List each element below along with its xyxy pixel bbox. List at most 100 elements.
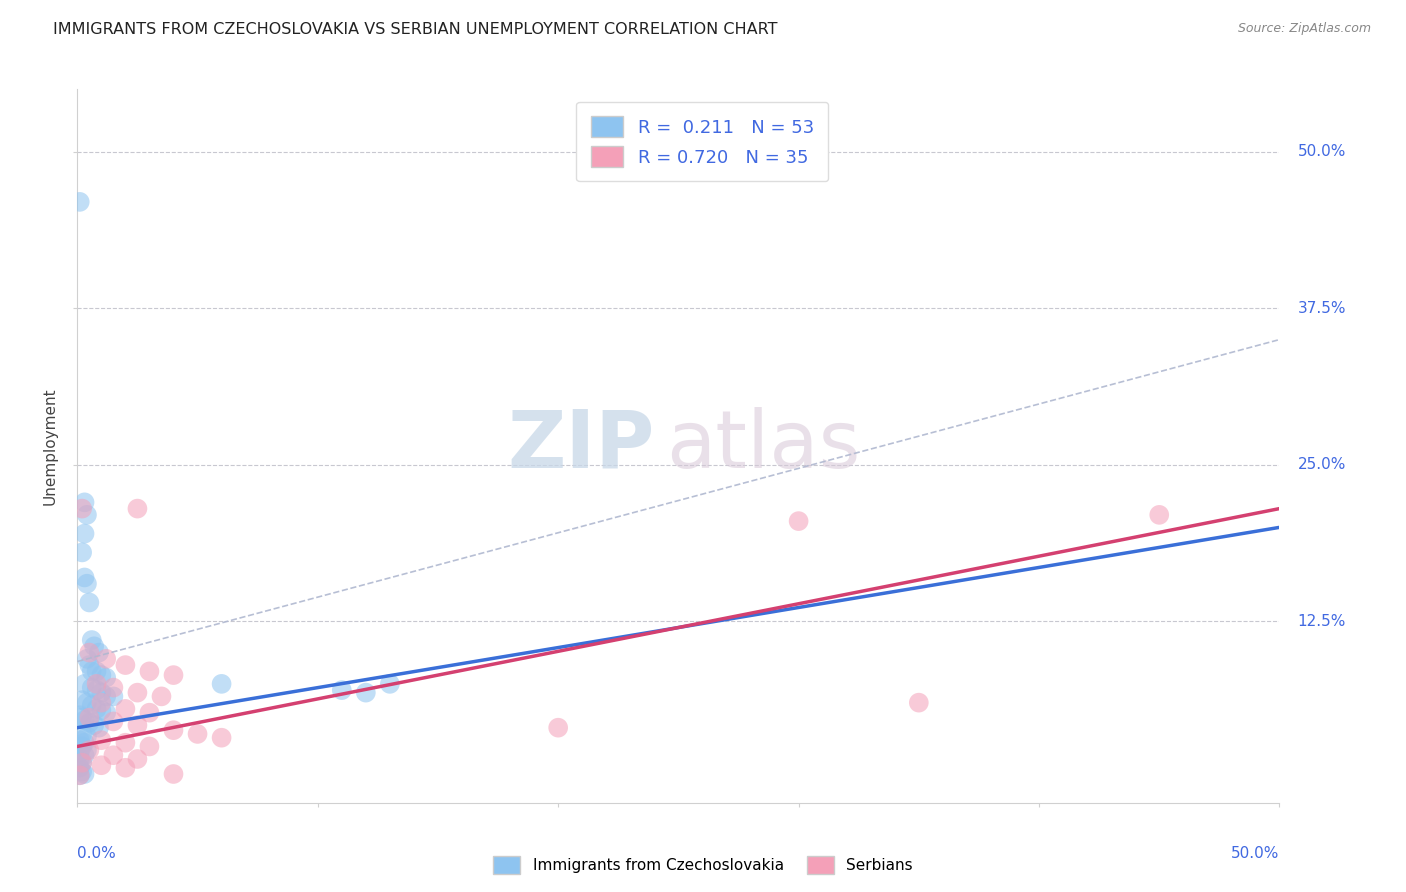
Point	[90, 703, 112, 717]
Point	[127, 501, 149, 516]
Point	[908, 696, 931, 710]
Point	[90, 758, 112, 772]
Point	[86, 665, 108, 679]
Point	[70, 693, 93, 707]
Point	[70, 764, 93, 779]
Point	[103, 681, 125, 695]
Point	[76, 730, 98, 744]
Text: 50.0%: 50.0%	[1298, 145, 1346, 160]
Text: 12.5%: 12.5%	[1298, 614, 1346, 629]
Point	[378, 677, 401, 691]
Point	[79, 658, 101, 673]
Point	[150, 690, 173, 704]
Point	[162, 723, 184, 738]
Point	[138, 739, 160, 754]
Point	[96, 671, 118, 685]
Point	[69, 708, 91, 723]
Point	[69, 194, 91, 209]
Point	[69, 746, 91, 760]
Text: 25.0%: 25.0%	[1298, 458, 1346, 472]
Text: 50.0%: 50.0%	[1232, 846, 1279, 861]
Point	[127, 718, 149, 732]
Point	[96, 706, 118, 720]
Point	[73, 767, 96, 781]
Point	[76, 743, 98, 757]
Point	[76, 508, 98, 522]
Point	[70, 727, 93, 741]
Point	[87, 646, 110, 660]
Point	[70, 501, 93, 516]
Point	[80, 633, 103, 648]
Point	[1149, 508, 1171, 522]
Point	[186, 727, 209, 741]
Point	[73, 570, 96, 584]
Point	[80, 665, 103, 679]
Point	[211, 731, 233, 745]
Point	[103, 690, 125, 704]
Point	[330, 683, 353, 698]
Text: 37.5%: 37.5%	[1298, 301, 1346, 316]
Point	[90, 696, 112, 710]
Point	[114, 761, 136, 775]
Text: atlas: atlas	[666, 407, 860, 485]
Point	[90, 668, 112, 682]
Point	[73, 495, 96, 509]
Point	[73, 677, 96, 691]
Point	[83, 640, 105, 654]
Point	[547, 721, 569, 735]
Point	[70, 756, 93, 770]
Point	[73, 748, 96, 763]
Point	[127, 752, 149, 766]
Point	[138, 706, 160, 720]
Point	[162, 668, 184, 682]
Point	[70, 711, 93, 725]
Point	[70, 545, 93, 559]
Point	[114, 702, 136, 716]
Point	[73, 526, 96, 541]
Y-axis label: Unemployment: Unemployment	[42, 387, 58, 505]
Point	[211, 677, 233, 691]
Point	[79, 646, 101, 660]
Text: 0.0%: 0.0%	[77, 846, 117, 861]
Point	[86, 677, 108, 691]
Point	[90, 685, 112, 699]
Point	[80, 681, 103, 695]
Point	[162, 767, 184, 781]
Point	[90, 733, 112, 747]
Point	[354, 685, 377, 699]
Point	[87, 721, 110, 735]
Legend: R =  0.211   N = 53, R = 0.720   N = 35: R = 0.211 N = 53, R = 0.720 N = 35	[576, 102, 828, 181]
Point	[70, 756, 93, 770]
Point	[114, 736, 136, 750]
Text: IMMIGRANTS FROM CZECHOSLOVAKIA VS SERBIAN UNEMPLOYMENT CORRELATION CHART: IMMIGRANTS FROM CZECHOSLOVAKIA VS SERBIA…	[53, 22, 778, 37]
Point	[69, 733, 91, 747]
Point	[79, 715, 101, 730]
Point	[96, 652, 118, 666]
Point	[83, 718, 105, 732]
Point	[103, 714, 125, 729]
Point	[79, 743, 101, 757]
Point	[96, 690, 118, 704]
Point	[73, 713, 96, 727]
Point	[76, 696, 98, 710]
Point	[73, 736, 96, 750]
Point	[69, 768, 91, 782]
Point	[86, 702, 108, 716]
Text: ZIP: ZIP	[508, 407, 654, 485]
Point	[787, 514, 810, 528]
Point	[103, 748, 125, 763]
Point	[76, 576, 98, 591]
Point	[79, 711, 101, 725]
Point	[69, 761, 91, 775]
Point	[69, 752, 91, 766]
Legend: Immigrants from Czechoslovakia, Serbians: Immigrants from Czechoslovakia, Serbians	[486, 850, 920, 880]
Point	[138, 665, 160, 679]
Point	[76, 652, 98, 666]
Point	[69, 768, 91, 782]
Point	[86, 683, 108, 698]
Text: Source: ZipAtlas.com: Source: ZipAtlas.com	[1237, 22, 1371, 36]
Point	[127, 685, 149, 699]
Point	[114, 658, 136, 673]
Point	[70, 739, 93, 754]
Point	[79, 595, 101, 609]
